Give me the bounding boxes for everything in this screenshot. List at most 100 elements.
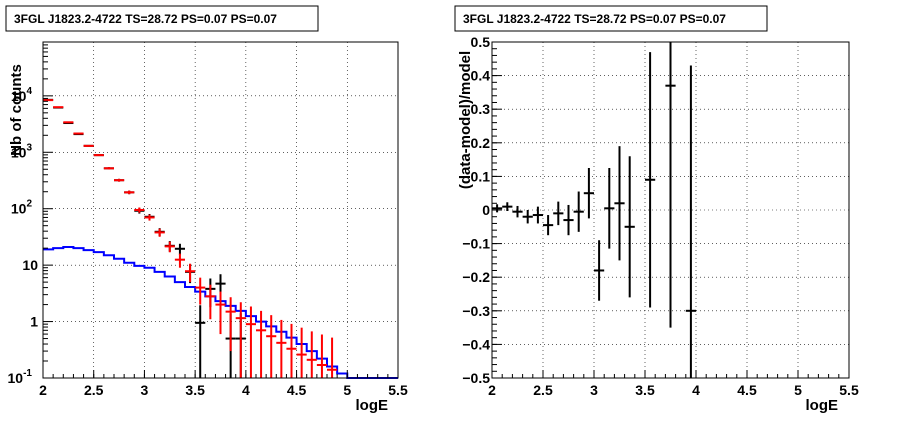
left-ytick-exp: -1 — [23, 368, 32, 379]
data-point-red — [144, 214, 155, 221]
data-point-red — [134, 207, 145, 213]
left-ytick-label: 104 — [11, 86, 33, 104]
right-title-box — [454, 5, 768, 32]
left-xtick-label: 4 — [242, 382, 250, 398]
residual-point — [604, 168, 615, 249]
data-point-red — [195, 277, 206, 305]
right-xlabel: logE — [806, 397, 839, 414]
residual-point — [573, 191, 584, 232]
right-xtick-label: 5.5 — [839, 382, 859, 398]
right-ytick-label: −0.3 — [462, 303, 490, 319]
left-xtick-label: 3 — [141, 382, 149, 398]
data-point-red — [306, 331, 317, 378]
left-ytick-base: 10 — [11, 201, 27, 217]
left-title: 3FGL J1823.2-4722 TS=28.72 PS=0.07 PS=0.… — [14, 12, 277, 26]
data-point-red — [73, 132, 84, 135]
left-ytick-label: 10 — [22, 257, 38, 273]
left-ytick-base: 10 — [11, 88, 27, 104]
data-point-red — [235, 302, 246, 378]
left-ytick-label: 1 — [30, 314, 38, 330]
left-xtick-label: 2.5 — [84, 382, 104, 398]
right-xtick-label: 2 — [488, 382, 496, 398]
data-point-red — [266, 315, 277, 378]
right-ytick-label: 0.1 — [471, 168, 491, 184]
data-point-red — [63, 121, 74, 124]
residual-point — [645, 52, 656, 308]
data-point-red — [93, 154, 104, 157]
data-point-red — [164, 241, 175, 253]
data-point-red — [256, 310, 267, 378]
data-point-red — [327, 337, 338, 378]
right-axis-ticks: 2 2.5 3 3.5 4 4.5 5 5.5 −0.5 −0.4 −0.3 −0.2 −0.1 0 0.1… — [462, 34, 859, 398]
data-point-red — [286, 323, 297, 378]
right-ytick-label: 0.2 — [471, 135, 491, 151]
left-ylabel: Nb of counts — [8, 64, 25, 156]
right-ytick-label: 0 — [482, 202, 490, 218]
left-xtick-label: 4.5 — [287, 382, 307, 398]
right-series — [492, 42, 696, 378]
left-xtick-label: 5.5 — [388, 382, 408, 398]
left-xtick-label: 2 — [39, 382, 47, 398]
data-point-red — [276, 319, 287, 378]
residual-point — [492, 204, 503, 213]
right-title: 3FGL J1823.2-4722 TS=28.72 PS=0.07 PS=0.… — [463, 12, 726, 26]
right-xtick-label: 4 — [692, 382, 700, 398]
residual-point — [512, 205, 523, 218]
data-point-red — [154, 228, 165, 237]
left-ytick-base: 10 — [8, 370, 24, 386]
residual-point — [502, 202, 513, 212]
residual-point — [583, 168, 594, 219]
data-point-red — [174, 253, 185, 268]
right-ytick-label: −0.4 — [462, 336, 490, 352]
residual-point — [532, 206, 543, 224]
residual-point — [563, 204, 574, 236]
right-xtick-label: 4.5 — [737, 382, 757, 398]
residual-point — [685, 65, 696, 378]
right-ytick-label: −0.1 — [462, 236, 490, 252]
data-point-black — [195, 305, 206, 378]
data-point-red — [316, 334, 327, 378]
left-xlabel: logE — [356, 397, 389, 414]
data-point-red — [43, 99, 54, 102]
data-point-red — [103, 167, 114, 170]
right-xtick-label: 5 — [794, 382, 802, 398]
left-ytick-label: 103 — [11, 142, 33, 160]
left-xtick-label: 5 — [343, 382, 351, 398]
left-ytick-exp: 2 — [26, 199, 32, 210]
residual-point — [553, 201, 564, 226]
residual-point — [543, 215, 554, 236]
right-ylabel: (data-model)/model — [457, 51, 474, 189]
right-panel: 3FGL J1823.2-4722 TS=28.72 PS=0.07 PS=0.… — [454, 5, 859, 414]
right-ytick-label: 0.5 — [471, 34, 491, 50]
residual-point — [522, 210, 533, 224]
residual-point — [594, 240, 605, 301]
data-point-red — [124, 190, 135, 195]
left-series — [43, 98, 398, 379]
data-point-red — [296, 327, 307, 378]
left-ytick-label: 10-1 — [8, 368, 33, 386]
residual-point — [624, 156, 635, 298]
data-point-red — [185, 263, 196, 283]
data-point-red — [205, 284, 216, 320]
right-ytick-label: 0.4 — [471, 68, 491, 84]
right-ytick-label: −0.2 — [462, 269, 490, 285]
right-ytick-label: −0.5 — [462, 370, 490, 386]
residual-point — [614, 146, 625, 261]
data-point-red — [245, 306, 256, 378]
right-ytick-label: 0.3 — [471, 101, 491, 117]
left-ytick-exp: 4 — [26, 86, 32, 97]
data-point-black — [174, 243, 185, 256]
data-point-red — [215, 291, 226, 335]
left-title-box — [5, 5, 319, 32]
left-ytick-label: 102 — [11, 199, 33, 217]
left-plot-frame — [42, 41, 399, 379]
right-xtick-label: 3.5 — [635, 382, 655, 398]
data-point-red — [114, 178, 125, 182]
left-ytick-base: 10 — [11, 144, 27, 160]
data-point-red — [83, 144, 94, 147]
left-panel: 3FGL J1823.2-4722 TS=28.72 PS=0.07 PS=0.… — [5, 5, 408, 414]
data-point-red — [225, 297, 236, 352]
right-xtick-label: 3 — [590, 382, 598, 398]
